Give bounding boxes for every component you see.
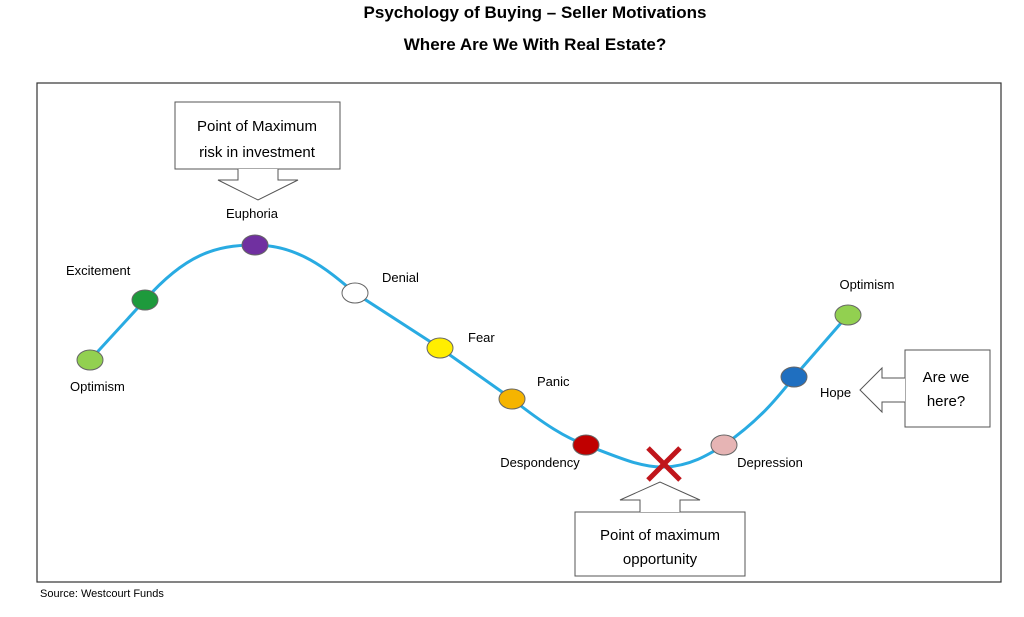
stage-node	[241, 234, 269, 256]
callout-text: opportunity	[623, 551, 698, 568]
callout-text: here?	[927, 393, 965, 410]
subtitle: Where Are We With Real Estate?	[404, 35, 666, 54]
stage-node	[572, 434, 600, 456]
stage-node	[76, 349, 104, 371]
callout-text: Point of maximum	[600, 527, 720, 544]
stage-label: Optimism	[70, 379, 125, 394]
source: Source: Westcourt Funds	[40, 588, 164, 600]
nodes: Optimism Excitement Euphoria Denial Fear Pani…	[66, 206, 894, 470]
stage-node	[341, 282, 369, 304]
stage-label: Denial	[382, 270, 419, 285]
stage-label: Optimism	[840, 277, 895, 292]
frame	[36, 82, 1002, 583]
stage-label: Excitement	[66, 263, 131, 278]
callout-text: Are we	[923, 369, 970, 386]
title: Psychology of Buying – Seller Motivation…	[364, 3, 707, 22]
top-callout	[174, 101, 341, 201]
stage-node	[426, 337, 454, 359]
cross-mark	[646, 446, 682, 482]
stage-node	[498, 388, 526, 410]
callout-text: risk in investment	[199, 144, 316, 161]
stage-node	[780, 366, 808, 388]
stage-label: Hope	[820, 385, 851, 400]
stage-label: Panic	[537, 374, 570, 389]
bottom-callout	[574, 481, 746, 577]
stage-node	[834, 304, 862, 326]
stage-label: Euphoria	[226, 206, 279, 221]
stage-label: Depression	[737, 455, 803, 470]
stage-node	[710, 434, 738, 456]
stage-node	[131, 289, 159, 311]
stage-label: Fear	[468, 330, 495, 345]
stage-label: Despondency	[500, 455, 580, 470]
callout-text: Point of Maximum	[197, 118, 317, 135]
right-callout	[859, 349, 991, 428]
